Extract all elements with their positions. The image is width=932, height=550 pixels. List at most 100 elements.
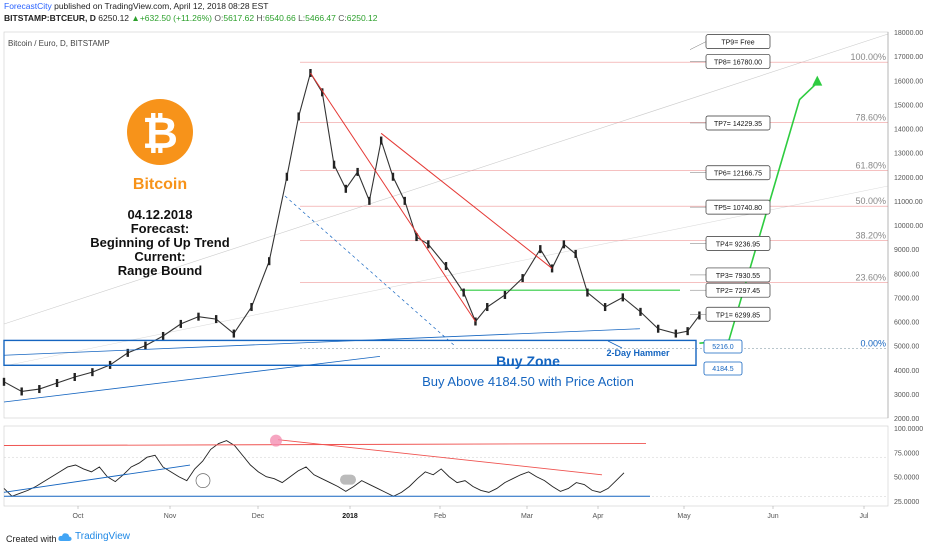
price-candle bbox=[179, 319, 182, 328]
target-leader bbox=[689, 41, 707, 50]
price-candle bbox=[639, 307, 642, 316]
zone-bottom-callout: 4184.5 bbox=[703, 361, 743, 376]
target-label: TP9= Free bbox=[721, 40, 754, 47]
publish-line: ForecastCity published on TradingView.co… bbox=[4, 1, 268, 12]
y-tick-label: 13000.00 bbox=[894, 151, 923, 158]
target-label: TP1= 6299.85 bbox=[716, 312, 760, 319]
channel-line-lower bbox=[3, 185, 889, 367]
downtrend-line-2 bbox=[380, 132, 553, 269]
target-box bbox=[705, 165, 771, 181]
x-tick-label: Dec bbox=[252, 513, 265, 520]
hammer-pointer bbox=[607, 340, 623, 349]
price-candle bbox=[20, 387, 23, 396]
chart-overlay bbox=[3, 72, 823, 403]
close-label: C: bbox=[338, 13, 347, 23]
price-candle bbox=[144, 341, 147, 350]
annotation-current: Current: bbox=[134, 249, 185, 264]
high-label: H: bbox=[256, 13, 265, 23]
tradingview-cloud-icon bbox=[58, 532, 72, 541]
support-trendline bbox=[3, 328, 641, 356]
price-candle bbox=[698, 311, 701, 320]
fib-label: 100.00% bbox=[850, 52, 886, 62]
y-tick-label: 9000.00 bbox=[894, 247, 919, 254]
price-candle bbox=[309, 69, 312, 78]
y-tick-label: 4000.00 bbox=[894, 368, 919, 375]
price-chart[interactable]: 100.00% 78.60% 61.80% 50.00% 38.20% 23.60% 0.0… bbox=[0, 26, 932, 528]
y-tick-label: 3000.00 bbox=[894, 392, 919, 399]
x-tick-label: Jul bbox=[860, 513, 869, 520]
rsi-tick-label: 100.0000 bbox=[894, 426, 923, 433]
fib-label: 0.00% bbox=[860, 339, 886, 349]
buy-zone-title: Buy Zone bbox=[496, 353, 560, 369]
price-candle bbox=[562, 240, 566, 249]
target-label: TP4= 9236.95 bbox=[716, 241, 760, 248]
target-box bbox=[705, 115, 771, 131]
author-link[interactable]: ForecastCity bbox=[4, 1, 52, 11]
grid bbox=[3, 31, 889, 419]
price-candle bbox=[297, 112, 300, 121]
x-tick-label: May bbox=[677, 513, 691, 520]
price-candle bbox=[332, 160, 336, 169]
low-value: 5466.47 bbox=[305, 13, 336, 23]
x-tick-label: Nov bbox=[164, 513, 177, 520]
y-tick-label: 2000.00 bbox=[894, 416, 919, 423]
up-arrow-icon: ▲ bbox=[131, 13, 140, 23]
target-label: TP7= 14229.35 bbox=[714, 121, 762, 128]
price-candle bbox=[268, 257, 271, 266]
price-candle bbox=[586, 288, 589, 297]
price-candle bbox=[444, 262, 448, 271]
y-tick-label: 10000.00 bbox=[894, 223, 923, 230]
rsi-marker-circle bbox=[195, 473, 211, 488]
price-candle bbox=[2, 377, 6, 386]
rsi-tick-label: 75.0000 bbox=[894, 450, 919, 457]
channel-line-upper bbox=[3, 33, 889, 325]
tradingview-text: TradingView bbox=[75, 531, 131, 542]
fib-label: 61.80% bbox=[855, 161, 886, 171]
annotation-forecast: Forecast: bbox=[131, 221, 190, 236]
price-candle bbox=[214, 315, 218, 324]
rsi-panel: 25.0000 50.0000 75.0000 100.0000 bbox=[3, 425, 923, 507]
y-tick-label: 17000.00 bbox=[894, 54, 923, 61]
fib-label: 78.60% bbox=[855, 112, 886, 122]
dashed-trendline bbox=[284, 195, 456, 347]
rsi-tick-label: 25.0000 bbox=[894, 499, 919, 506]
target-box bbox=[705, 236, 771, 251]
price-change: +632.50 (+11.26%) bbox=[139, 13, 212, 23]
fib-label: 23.60% bbox=[855, 272, 886, 282]
price-candle bbox=[356, 167, 359, 176]
x-tick-label: 2018 bbox=[342, 513, 358, 520]
price-candle bbox=[38, 385, 41, 394]
price-candle bbox=[621, 293, 624, 302]
target-callouts: TP9= Free TP8= 16780.00 TP7= 14229.35 TP6= … bbox=[689, 34, 771, 322]
price-candle bbox=[462, 288, 465, 297]
symbol-label: BITSTAMP:BTCEUR, D bbox=[4, 13, 96, 23]
y-tick-label: 7000.00 bbox=[894, 295, 919, 302]
price-candle bbox=[126, 348, 129, 357]
target-label: TP6= 12166.75 bbox=[714, 171, 762, 178]
annotation-uptrend: Beginning of Up Trend bbox=[90, 235, 229, 250]
target-label: TP8= 16780.00 bbox=[714, 59, 762, 66]
tradingview-logo[interactable]: TradingView bbox=[58, 531, 130, 542]
price-candle bbox=[486, 303, 489, 312]
ohlc-line: BITSTAMP:BTCEUR, D 6250.12 ▲+632.50 (+11… bbox=[4, 13, 378, 24]
bitcoin-logo-icon: ₿ bbox=[127, 99, 193, 165]
time-axis[interactable]: Oct Nov Dec 2018 Feb Mar Apr May Jun Jul bbox=[73, 506, 869, 520]
rsi-marker-pill bbox=[340, 474, 356, 485]
price-candle bbox=[91, 368, 94, 377]
fib-levels: 100.00% 78.60% 61.80% 50.00% 38.20% 23.60% 0.0… bbox=[300, 52, 888, 349]
forecast-annotation: 04.12.2018 Forecast: Beginning of Up Tre… bbox=[90, 207, 229, 278]
x-tick-label: Jun bbox=[767, 513, 778, 520]
y-tick-label: 5000.00 bbox=[894, 344, 919, 351]
price-axis[interactable]: 2000.00 3000.00 4000.00 5000.00 6000.00 7000.… bbox=[887, 30, 923, 423]
high-value: 6540.66 bbox=[264, 13, 296, 23]
zone-top-callout: 5216.0 bbox=[703, 339, 743, 354]
open-value: 5617.62 bbox=[223, 13, 255, 23]
x-tick-label: Apr bbox=[593, 513, 605, 520]
footer: Created with TradingView bbox=[0, 528, 932, 550]
last-price: 6250.12 bbox=[98, 13, 130, 23]
svg-text:₿: ₿ bbox=[142, 109, 178, 158]
buy-zone-box bbox=[3, 339, 697, 366]
hammer-label: 2-Day Hammer bbox=[606, 348, 670, 358]
fib-label: 50.00% bbox=[855, 196, 886, 206]
chart-title: Bitcoin / Euro, D, BITSTAMP bbox=[8, 39, 110, 48]
